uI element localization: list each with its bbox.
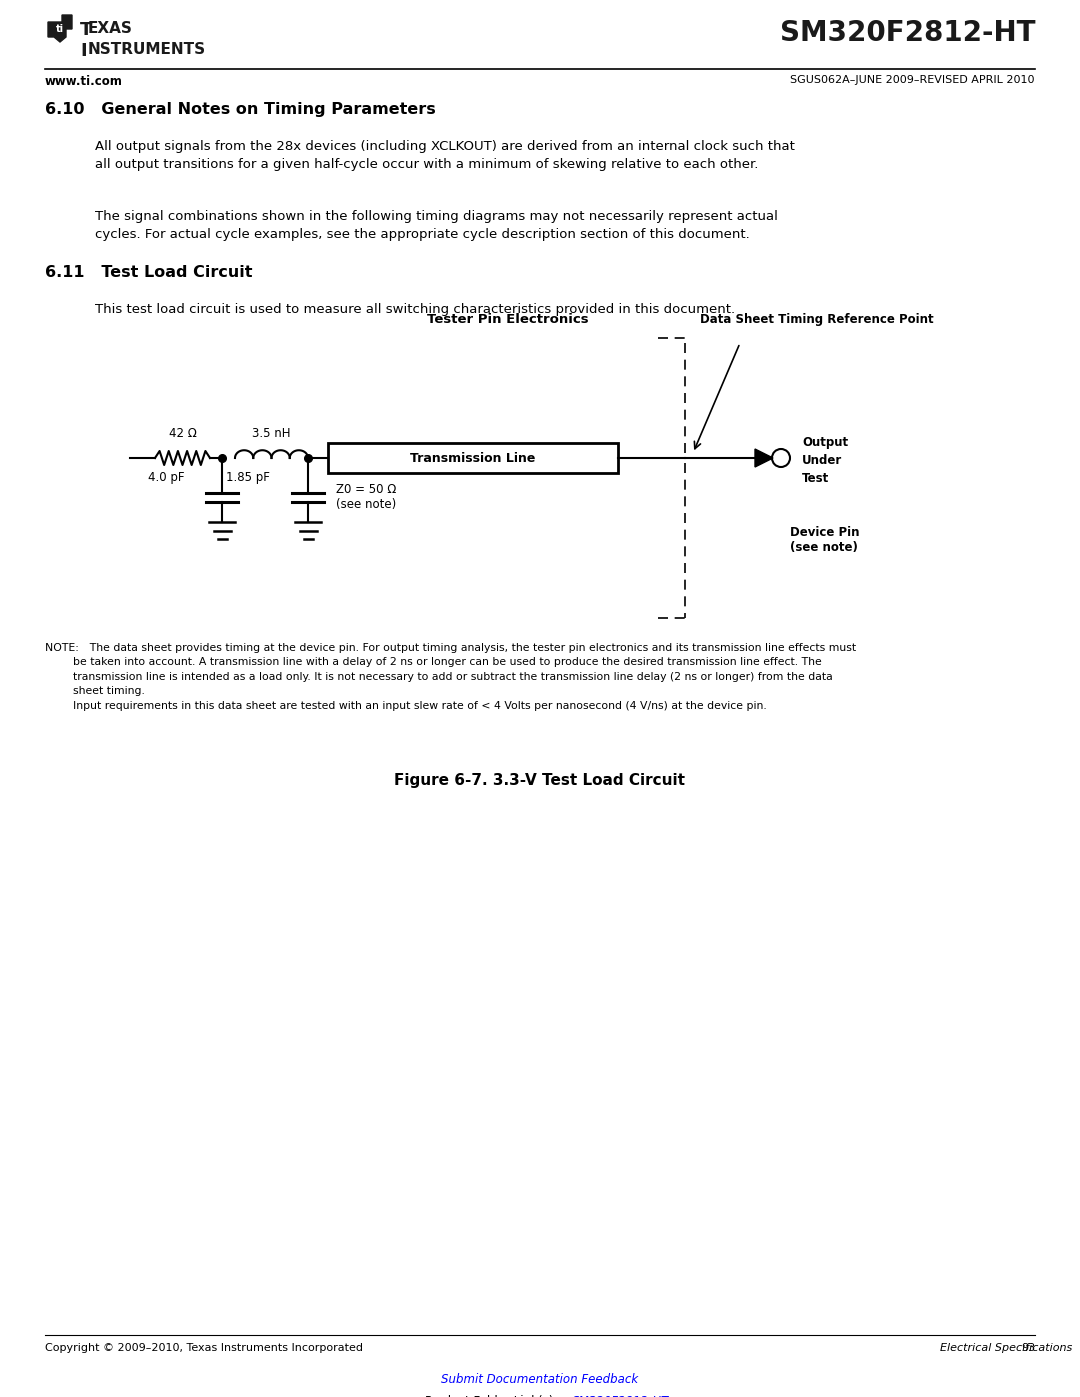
Text: 3.5 nH: 3.5 nH [253,427,291,440]
Text: ti: ti [55,24,64,34]
Text: 93: 93 [1021,1343,1035,1354]
Polygon shape [755,448,773,467]
Text: NOTE: The data sheet provides timing at the device pin. For output timing analys: NOTE: The data sheet provides timing at … [45,643,856,711]
Text: Copyright © 2009–2010, Texas Instruments Incorporated: Copyright © 2009–2010, Texas Instruments… [45,1343,363,1354]
Text: EXAS: EXAS [87,21,133,36]
Text: Submit Documentation Feedback: Submit Documentation Feedback [442,1373,638,1386]
Text: www.ti.com: www.ti.com [45,75,123,88]
Text: Figure 6-7. 3.3-V Test Load Circuit: Figure 6-7. 3.3-V Test Load Circuit [394,773,686,788]
Text: Under: Under [802,454,842,467]
Text: 4.0 pF: 4.0 pF [148,471,184,483]
Bar [328,443,618,474]
Text: NSTRUMENTS: NSTRUMENTS [87,42,206,57]
Text: I: I [80,42,86,60]
Text: SM320F2812-HT: SM320F2812-HT [780,20,1035,47]
Text: Electrical Specifications: Electrical Specifications [940,1343,1072,1354]
Text: SM320F2812-HT: SM320F2812-HT [572,1396,670,1397]
Text: T: T [80,21,93,39]
Text: Test: Test [802,472,829,485]
Text: 1.85 pF: 1.85 pF [226,471,270,483]
Text: Product Folder Link(s):: Product Folder Link(s): [426,1396,565,1397]
Text: Tester Pin Electronics: Tester Pin Electronics [427,313,589,326]
Text: Z0 = 50 Ω
(see note): Z0 = 50 Ω (see note) [336,483,396,511]
Polygon shape [48,15,72,42]
Text: 42 Ω: 42 Ω [168,427,197,440]
Text: Data Sheet Timing Reference Point: Data Sheet Timing Reference Point [700,313,933,326]
Text: Output: Output [802,436,848,448]
Text: Device Pin
(see note): Device Pin (see note) [789,527,860,555]
Text: SGUS062A–JUNE 2009–REVISED APRIL 2010: SGUS062A–JUNE 2009–REVISED APRIL 2010 [791,75,1035,85]
Text: This test load circuit is used to measure all switching characteristics provided: This test load circuit is used to measur… [95,303,735,316]
Text: The signal combinations shown in the following timing diagrams may not necessari: The signal combinations shown in the fol… [95,210,778,242]
Text: Transmission Line: Transmission Line [410,451,536,464]
Text: 6.10   General Notes on Timing Parameters: 6.10 General Notes on Timing Parameters [45,102,435,117]
Text: 6.11   Test Load Circuit: 6.11 Test Load Circuit [45,265,253,279]
Text: All output signals from the 28x devices (including XCLKOUT) are derived from an : All output signals from the 28x devices … [95,140,795,170]
